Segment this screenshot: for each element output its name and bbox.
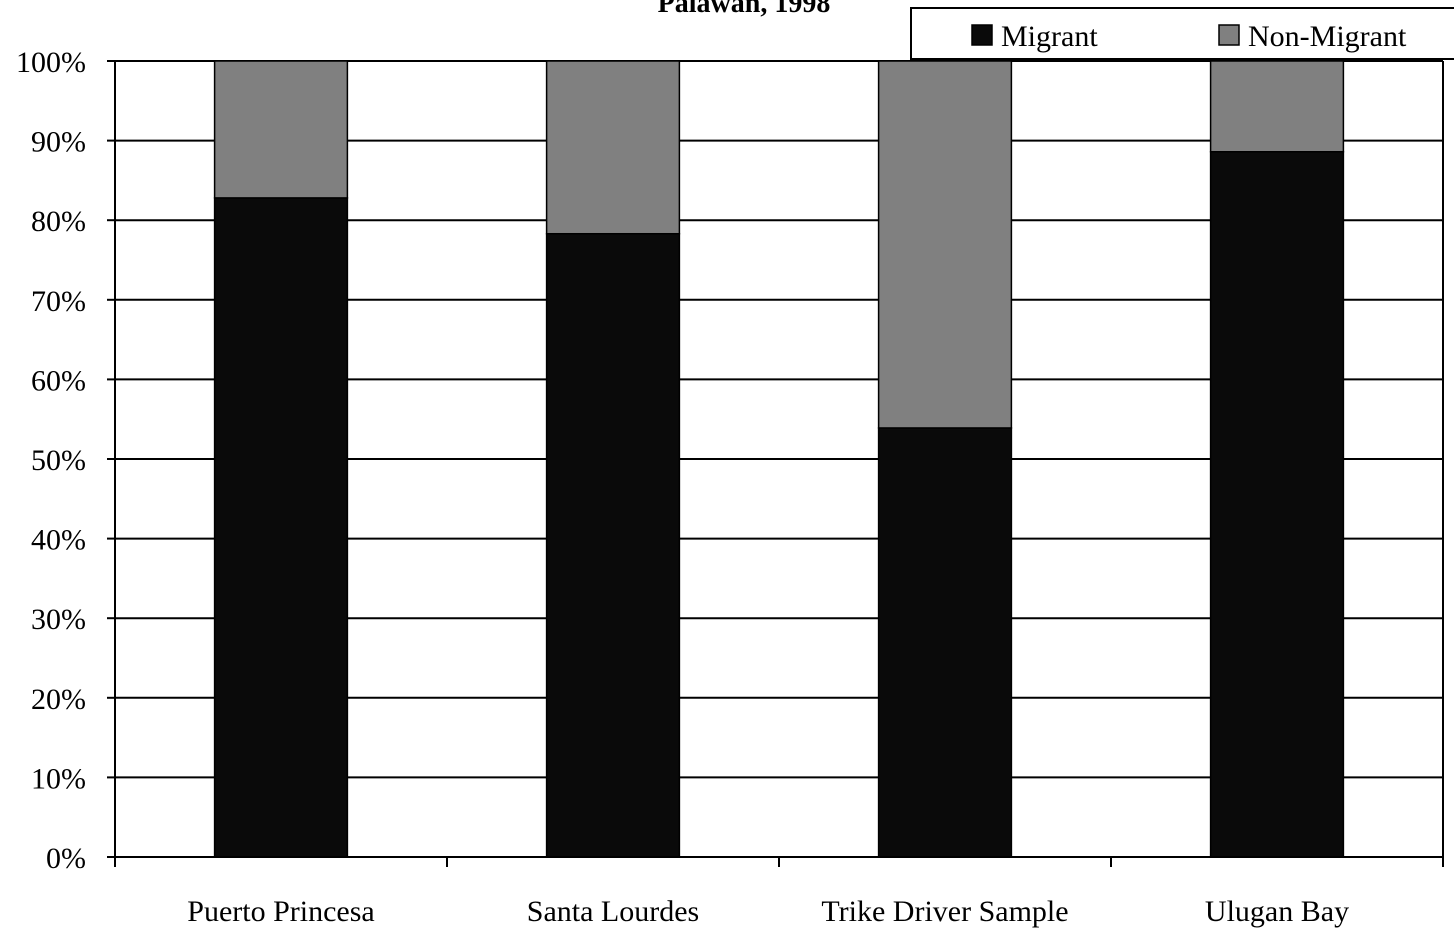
y-tick-label: 100% (16, 46, 86, 79)
bar-non-migrant (213, 60, 349, 199)
x-tick-label: Trike Driver Sample (821, 895, 1068, 928)
bar-non-migrant (545, 60, 681, 235)
bar-migrant (545, 232, 681, 858)
legend-box (910, 7, 1454, 60)
axes (114, 61, 1444, 867)
legend-label-non-migrant: Non-Migrant (1248, 20, 1407, 53)
y-tick-label: 20% (31, 683, 86, 716)
legend: Migrant Non-Migrant (910, 7, 1454, 60)
y-tick-label: 40% (31, 524, 86, 557)
x-tick-labels: Puerto Princesa Santa Lourdes Trike Driver… (187, 895, 1349, 928)
y-tick-label: 60% (31, 364, 86, 397)
y-tick-label: 50% (31, 444, 86, 477)
y-tick-label: 30% (31, 603, 86, 636)
bar-non-migrant (877, 60, 1013, 429)
bar-migrant (213, 197, 349, 858)
y-tick-label: 80% (31, 205, 86, 238)
y-tick-label: 10% (31, 762, 86, 795)
y-tick-label: 70% (31, 285, 86, 318)
x-tick-label: Puerto Princesa (187, 895, 374, 928)
y-tick-labels: 0% 10% 20% 30% 40% 50% 60% 70% 80% 90% 100% (16, 46, 115, 875)
bar-migrant (1209, 150, 1345, 858)
bar-migrant (877, 427, 1013, 858)
legend-swatch-non-migrant (1218, 24, 1240, 46)
legend-label-migrant: Migrant (1001, 20, 1098, 53)
y-tick-label: 0% (46, 842, 86, 875)
y-tick-label: 90% (31, 126, 86, 159)
bar-non-migrant (1209, 60, 1345, 153)
chart-title: Palawan, 1998 (658, 0, 831, 19)
legend-swatch-migrant (971, 24, 993, 46)
x-tick-label: Santa Lourdes (527, 895, 699, 928)
x-tick-label: Ulugan Bay (1205, 895, 1349, 928)
